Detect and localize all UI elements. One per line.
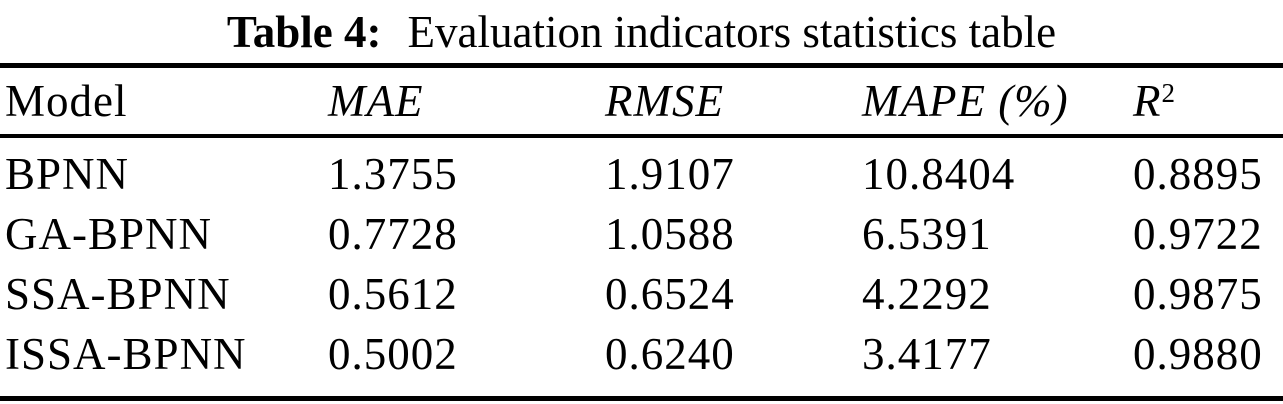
cell-r2: 0.9875	[1133, 269, 1263, 319]
column-header-mae: MAE	[328, 65, 605, 138]
table-row: GA-BPNN 0.7728 1.0588 6.5391 0.9722	[0, 204, 1283, 264]
cell-rmse: 0.6240	[605, 329, 735, 379]
cell-r2: 0.9722	[1133, 209, 1263, 259]
table-caption: Table 4: Evaluation indicators statistic…	[0, 0, 1283, 63]
cell-mae: 0.7728	[328, 209, 458, 259]
cell-mape: 3.4177	[862, 329, 992, 379]
column-header-model-label: Model	[5, 76, 128, 126]
cell-model: SSA-BPNN	[5, 269, 231, 319]
column-header-mape-label: MAPE (%)	[862, 76, 1069, 126]
cell-rmse: 1.9107	[605, 149, 735, 199]
caption-text: Evaluation indicators statistics table	[407, 7, 1057, 57]
cell-mae: 0.5002	[328, 329, 458, 379]
column-header-model: Model	[0, 65, 328, 138]
cell-model: BPNN	[5, 149, 130, 199]
column-header-rmse-label: RMSE	[605, 76, 724, 126]
cell-mape: 6.5391	[862, 209, 992, 259]
table-body: BPNN 1.3755 1.9107 10.8404 0.8895 GA-BPN…	[0, 136, 1283, 399]
cell-mape: 4.2292	[862, 269, 992, 319]
column-header-mape: MAPE (%)	[862, 65, 1133, 138]
cell-model: ISSA-BPNN	[5, 329, 247, 379]
cell-r2: 0.8895	[1133, 149, 1263, 199]
table-row: ISSA-BPNN 0.5002 0.6240 3.4177 0.9880	[0, 324, 1283, 399]
table-row: BPNN 1.3755 1.9107 10.8404 0.8895	[0, 136, 1283, 204]
cell-mape: 10.8404	[862, 149, 1016, 199]
cell-rmse: 1.0588	[605, 209, 735, 259]
cell-mae: 0.5612	[328, 269, 458, 319]
column-header-r2: R2	[1133, 65, 1283, 138]
column-header-mae-label: MAE	[328, 76, 424, 126]
cell-model: GA-BPNN	[5, 209, 213, 259]
cell-mae: 1.3755	[328, 149, 458, 199]
evaluation-indicators-table: Model MAE RMSE MAPE (%) R2 BPNN 1.3755	[0, 63, 1283, 401]
table-row: SSA-BPNN 0.5612 0.6524 4.2292 0.9875	[0, 264, 1283, 324]
cell-rmse: 0.6524	[605, 269, 735, 319]
header-row: Model MAE RMSE MAPE (%) R2	[0, 65, 1283, 138]
caption-label: Table 4:	[226, 7, 382, 57]
column-header-rmse: RMSE	[605, 65, 862, 138]
table-header: Model MAE RMSE MAPE (%) R2	[0, 65, 1283, 138]
cell-r2: 0.9880	[1133, 329, 1263, 379]
column-header-r2-superscript: 2	[1161, 78, 1176, 108]
column-header-r2-label: R	[1133, 76, 1162, 126]
